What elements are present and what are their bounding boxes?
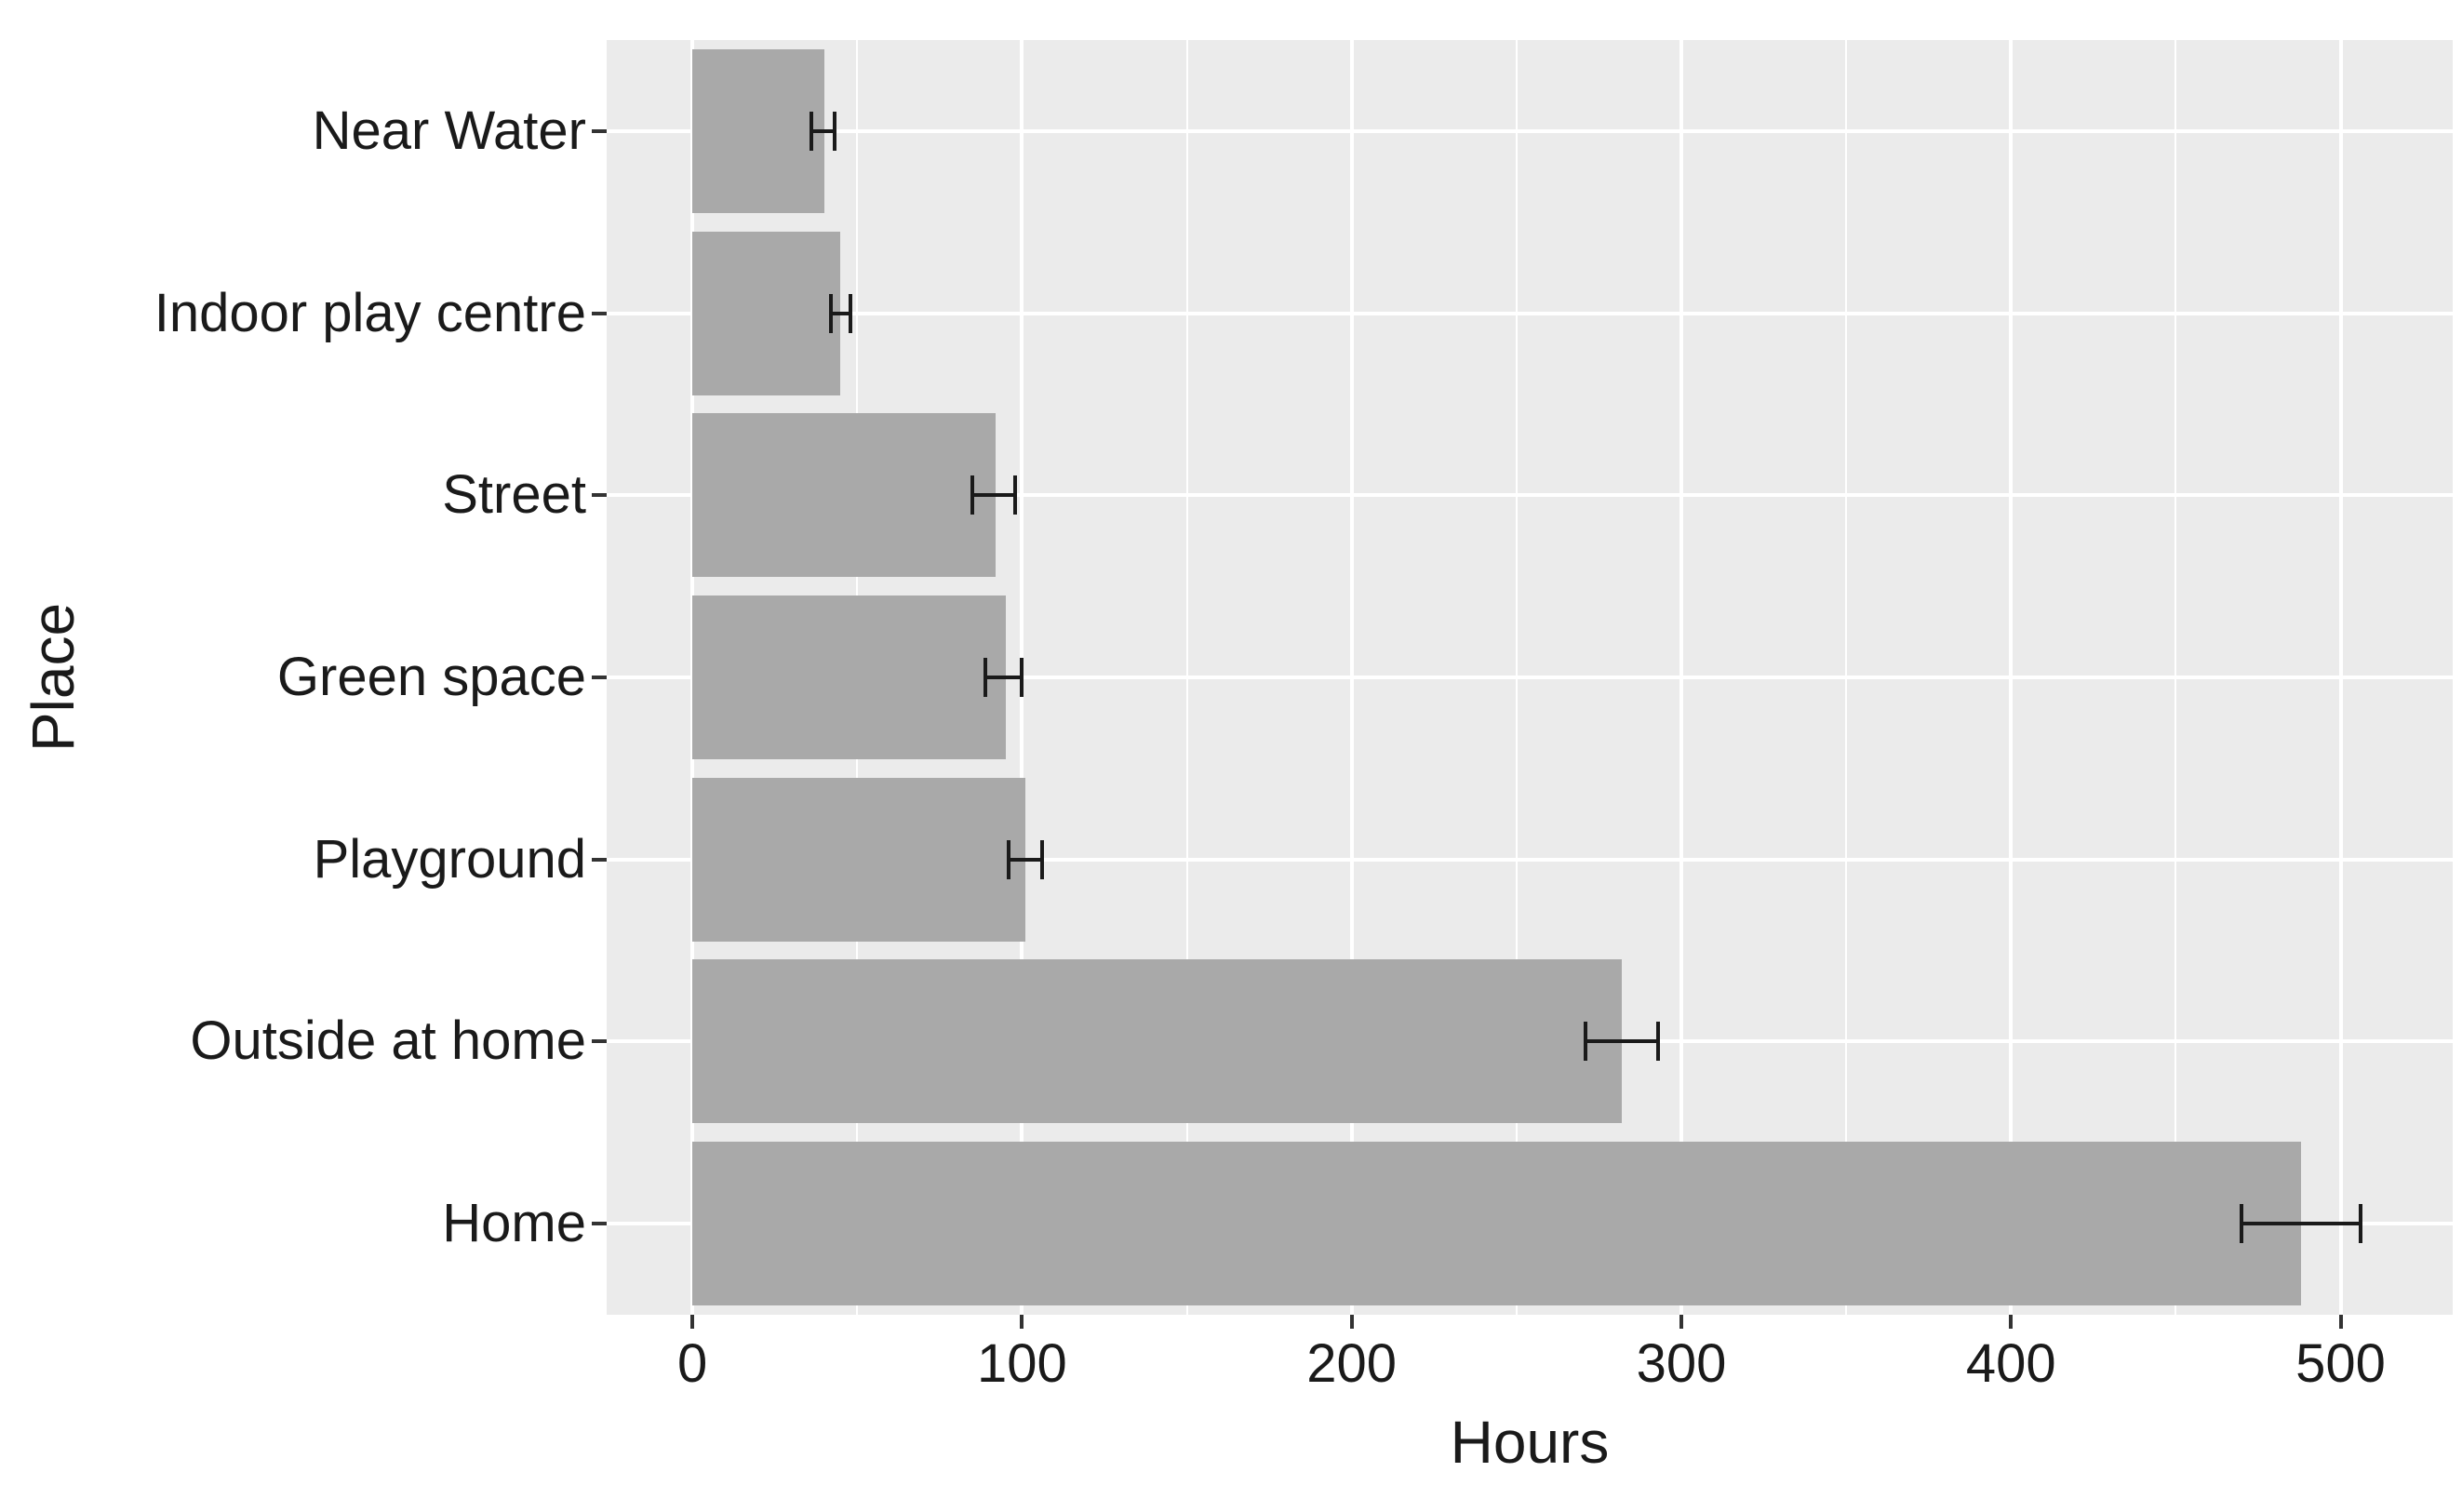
- errorbar-line-playground: [1009, 857, 1042, 862]
- y-tick-mark-home: [592, 1222, 607, 1226]
- errorbar-line-outside-at-home: [1586, 1039, 1659, 1044]
- x-tick-label-500: 500: [2295, 1333, 2386, 1394]
- y-axis-title: Place: [20, 602, 87, 753]
- x-tick-mark-400: [2009, 1315, 2014, 1329]
- x-tick-mark-100: [1020, 1315, 1024, 1329]
- errorbar-cap-high-playground: [1039, 839, 1044, 879]
- x-tick-mark-200: [1349, 1315, 1354, 1329]
- errorbar-line-indoor-play-centre: [830, 311, 851, 315]
- bar-green-space: [692, 595, 1006, 759]
- errorbar-line-street: [972, 493, 1016, 498]
- bar-indoor-play-centre: [692, 231, 841, 395]
- bar-home: [692, 1142, 2301, 1306]
- errorbar-line-home: [2241, 1222, 2361, 1226]
- y-tick-label-near-water: Near Water: [312, 100, 586, 161]
- errorbar-cap-high-green-space: [1020, 658, 1024, 697]
- y-tick-mark-street: [592, 493, 607, 498]
- errorbar-line-near-water: [810, 128, 835, 133]
- errorbar-cap-low-near-water: [809, 111, 813, 151]
- bar-playground: [692, 777, 1025, 942]
- bar-outside-at-home: [692, 959, 1623, 1124]
- gridline-x-minor-250: [1515, 40, 1518, 1315]
- y-tick-label-playground: Playground: [313, 828, 586, 890]
- y-tick-mark-playground: [592, 857, 607, 862]
- errorbar-line-green-space: [985, 676, 1023, 679]
- y-tick-label-outside-at-home: Outside at home: [190, 1010, 586, 1072]
- errorbar-cap-low-playground: [1007, 839, 1011, 879]
- gridline-x-minor-350: [1845, 40, 1848, 1315]
- gridline-x-minor-450: [2174, 40, 2177, 1315]
- y-tick-label-home: Home: [442, 1193, 586, 1254]
- gridline-x-200: [1349, 40, 1354, 1315]
- y-tick-label-indoor-play-centre: Indoor play centre: [154, 282, 586, 343]
- errorbar-cap-high-home: [2358, 1204, 2362, 1244]
- x-tick-mark-0: [690, 1315, 695, 1329]
- errorbar-cap-low-green-space: [983, 658, 988, 697]
- gridline-x-300: [1679, 40, 1683, 1315]
- x-axis-title: Hours: [1450, 1409, 1610, 1476]
- x-tick-label-300: 300: [1636, 1333, 1727, 1394]
- y-tick-mark-outside-at-home: [592, 1039, 607, 1044]
- y-tick-mark-indoor-play-centre: [592, 311, 607, 315]
- x-tick-label-400: 400: [1965, 1333, 2056, 1394]
- errorbar-cap-high-near-water: [832, 111, 836, 151]
- errorbar-cap-high-outside-at-home: [1656, 1022, 1661, 1062]
- x-tick-mark-500: [2338, 1315, 2343, 1329]
- gridline-y-playground: [607, 857, 2453, 862]
- plot-panel: [607, 40, 2453, 1315]
- errorbar-cap-low-home: [2240, 1204, 2244, 1244]
- gridline-x-minor-150: [1185, 40, 1188, 1315]
- gridline-y-street: [607, 493, 2453, 498]
- gridline-y-near-water: [607, 128, 2453, 133]
- gridline-x-500: [2338, 40, 2343, 1315]
- gridline-y-green-space: [607, 676, 2453, 679]
- y-tick-mark-near-water: [592, 128, 607, 133]
- x-tick-mark-300: [1679, 1315, 1683, 1329]
- errorbar-cap-low-indoor-play-centre: [828, 293, 833, 333]
- errorbar-cap-high-street: [1013, 475, 1018, 515]
- errorbar-cap-low-outside-at-home: [1584, 1022, 1588, 1062]
- y-tick-mark-green-space: [592, 676, 607, 679]
- x-tick-label-100: 100: [977, 1333, 1067, 1394]
- x-tick-label-200: 200: [1306, 1333, 1398, 1394]
- x-tick-label-0: 0: [676, 1333, 708, 1394]
- bar-near-water: [692, 48, 824, 213]
- gridline-y-indoor-play-centre: [607, 311, 2453, 315]
- gridline-x-400: [2009, 40, 2014, 1315]
- errorbar-cap-low-street: [970, 475, 975, 515]
- y-tick-label-street: Street: [442, 464, 586, 526]
- errorbar-cap-high-indoor-play-centre: [849, 293, 853, 333]
- bar-street: [692, 413, 996, 578]
- y-tick-label-green-space: Green space: [276, 647, 586, 707]
